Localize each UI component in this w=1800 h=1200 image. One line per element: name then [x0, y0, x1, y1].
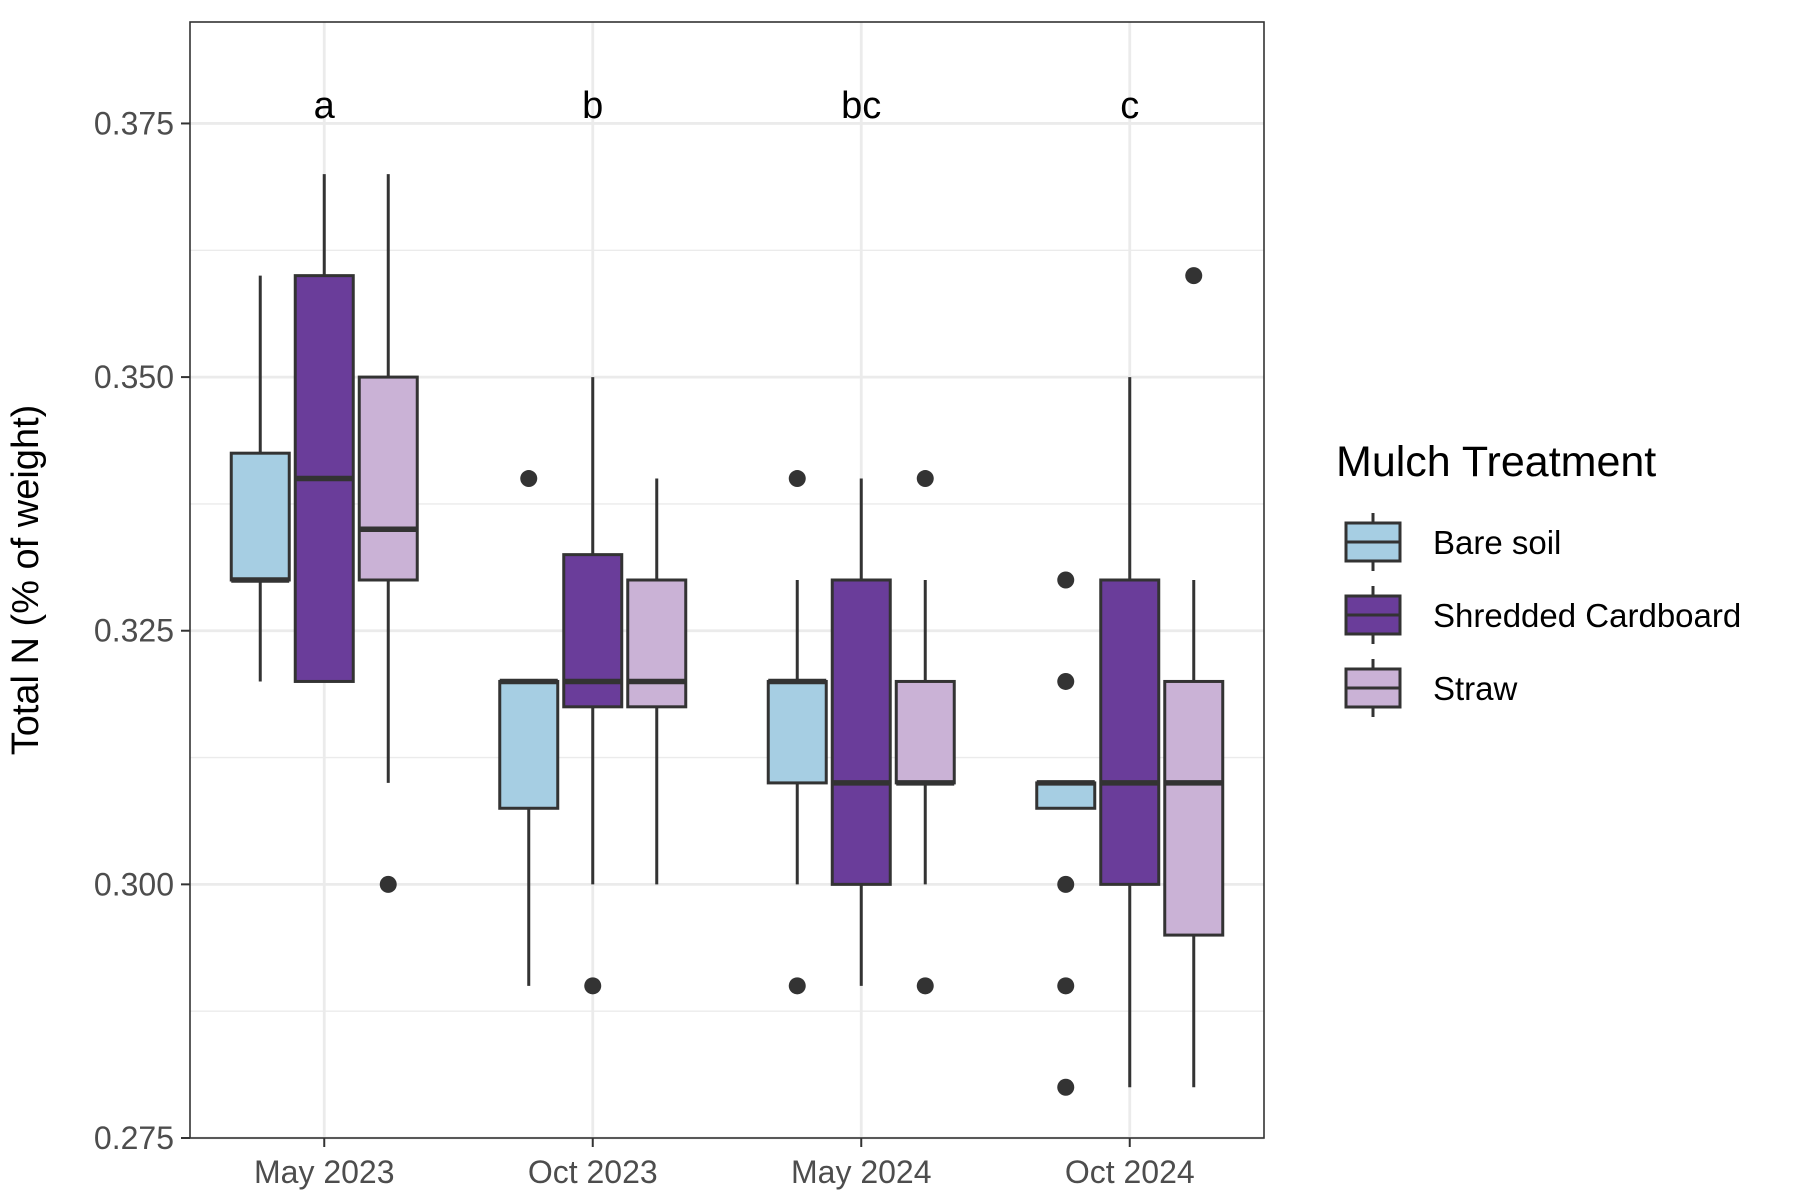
box-plot: [229, 275, 291, 682]
outlier-point: [1057, 875, 1075, 893]
legend-label: Shredded Cardboard: [1433, 597, 1741, 634]
outlier-point: [1057, 1078, 1075, 1096]
legend-title: Mulch Treatment: [1336, 438, 1656, 486]
y-tick-label: 0.350: [94, 359, 174, 395]
significance-letter: a: [314, 85, 336, 127]
x-tick-label: May 2023: [254, 1154, 395, 1190]
box-plot: [830, 478, 892, 986]
y-tick-label: 0.275: [94, 1120, 174, 1156]
box-plot: [1163, 267, 1225, 1088]
box-plot: [1099, 377, 1161, 1088]
box-iqr: [498, 679, 560, 810]
box-iqr: [626, 578, 688, 709]
x-tick-label: May 2024: [791, 1154, 932, 1190]
legend-label: Bare soil: [1433, 524, 1561, 561]
series-straw: [357, 174, 1225, 1088]
outlier-point: [788, 977, 806, 995]
boxplot-series: [229, 174, 1225, 1096]
box-iqr: [1163, 679, 1225, 937]
outlier-point: [916, 470, 934, 488]
plot-border: [189, 21, 1265, 1139]
box-plot: [293, 174, 355, 683]
legend-label: Straw: [1433, 670, 1518, 707]
y-axis: 0.275 0.300 0.325 0.350 0.375: [94, 105, 190, 1156]
box-iqr: [830, 578, 892, 886]
legend: Mulch Treatment Bare soil Shredded Cardbo…: [1336, 438, 1741, 717]
box-iqr: [1035, 781, 1097, 810]
x-tick-label: Oct 2023: [528, 1154, 658, 1190]
outlier-point: [520, 470, 538, 488]
significance-letter: bc: [841, 85, 881, 127]
series-shredded-cardboard: [293, 174, 1161, 1088]
box-plot: [357, 174, 419, 893]
y-axis-title: Total N (% of weight): [5, 405, 47, 756]
outlier-point: [916, 977, 934, 995]
box-iqr: [357, 375, 419, 582]
box-plot: [894, 470, 956, 995]
outlier-point: [788, 470, 806, 488]
significance-letters: a b bc c: [314, 85, 1140, 127]
y-tick-label: 0.375: [94, 105, 174, 141]
x-axis: May 2023 Oct 2023 May 2024 Oct 2024: [254, 1138, 1195, 1190]
outlier-point: [379, 875, 397, 893]
box-plot: [498, 470, 560, 986]
outlier-point: [1057, 672, 1075, 690]
outlier-point: [1185, 267, 1203, 285]
legend-item: Straw: [1344, 659, 1518, 717]
box-iqr: [894, 679, 956, 785]
series-bare-soil: [229, 275, 1097, 1096]
box-plot: [766, 470, 828, 995]
y-tick-label: 0.325: [94, 613, 174, 649]
box-iqr: [1099, 578, 1161, 886]
legend-item: Shredded Cardboard: [1344, 586, 1741, 644]
outlier-point: [584, 977, 602, 995]
box-iqr: [229, 451, 291, 582]
y-tick-label: 0.300: [94, 866, 174, 902]
significance-letter: b: [582, 85, 603, 127]
box-iqr: [766, 679, 828, 785]
outlier-point: [1057, 571, 1075, 589]
legend-item: Bare soil: [1344, 513, 1561, 571]
outlier-point: [1057, 977, 1075, 995]
box-plot: [562, 377, 624, 995]
significance-letter: c: [1120, 85, 1139, 127]
box-plot: [1035, 571, 1097, 1096]
x-tick-label: Oct 2024: [1065, 1154, 1195, 1190]
box-plot: [626, 478, 688, 885]
